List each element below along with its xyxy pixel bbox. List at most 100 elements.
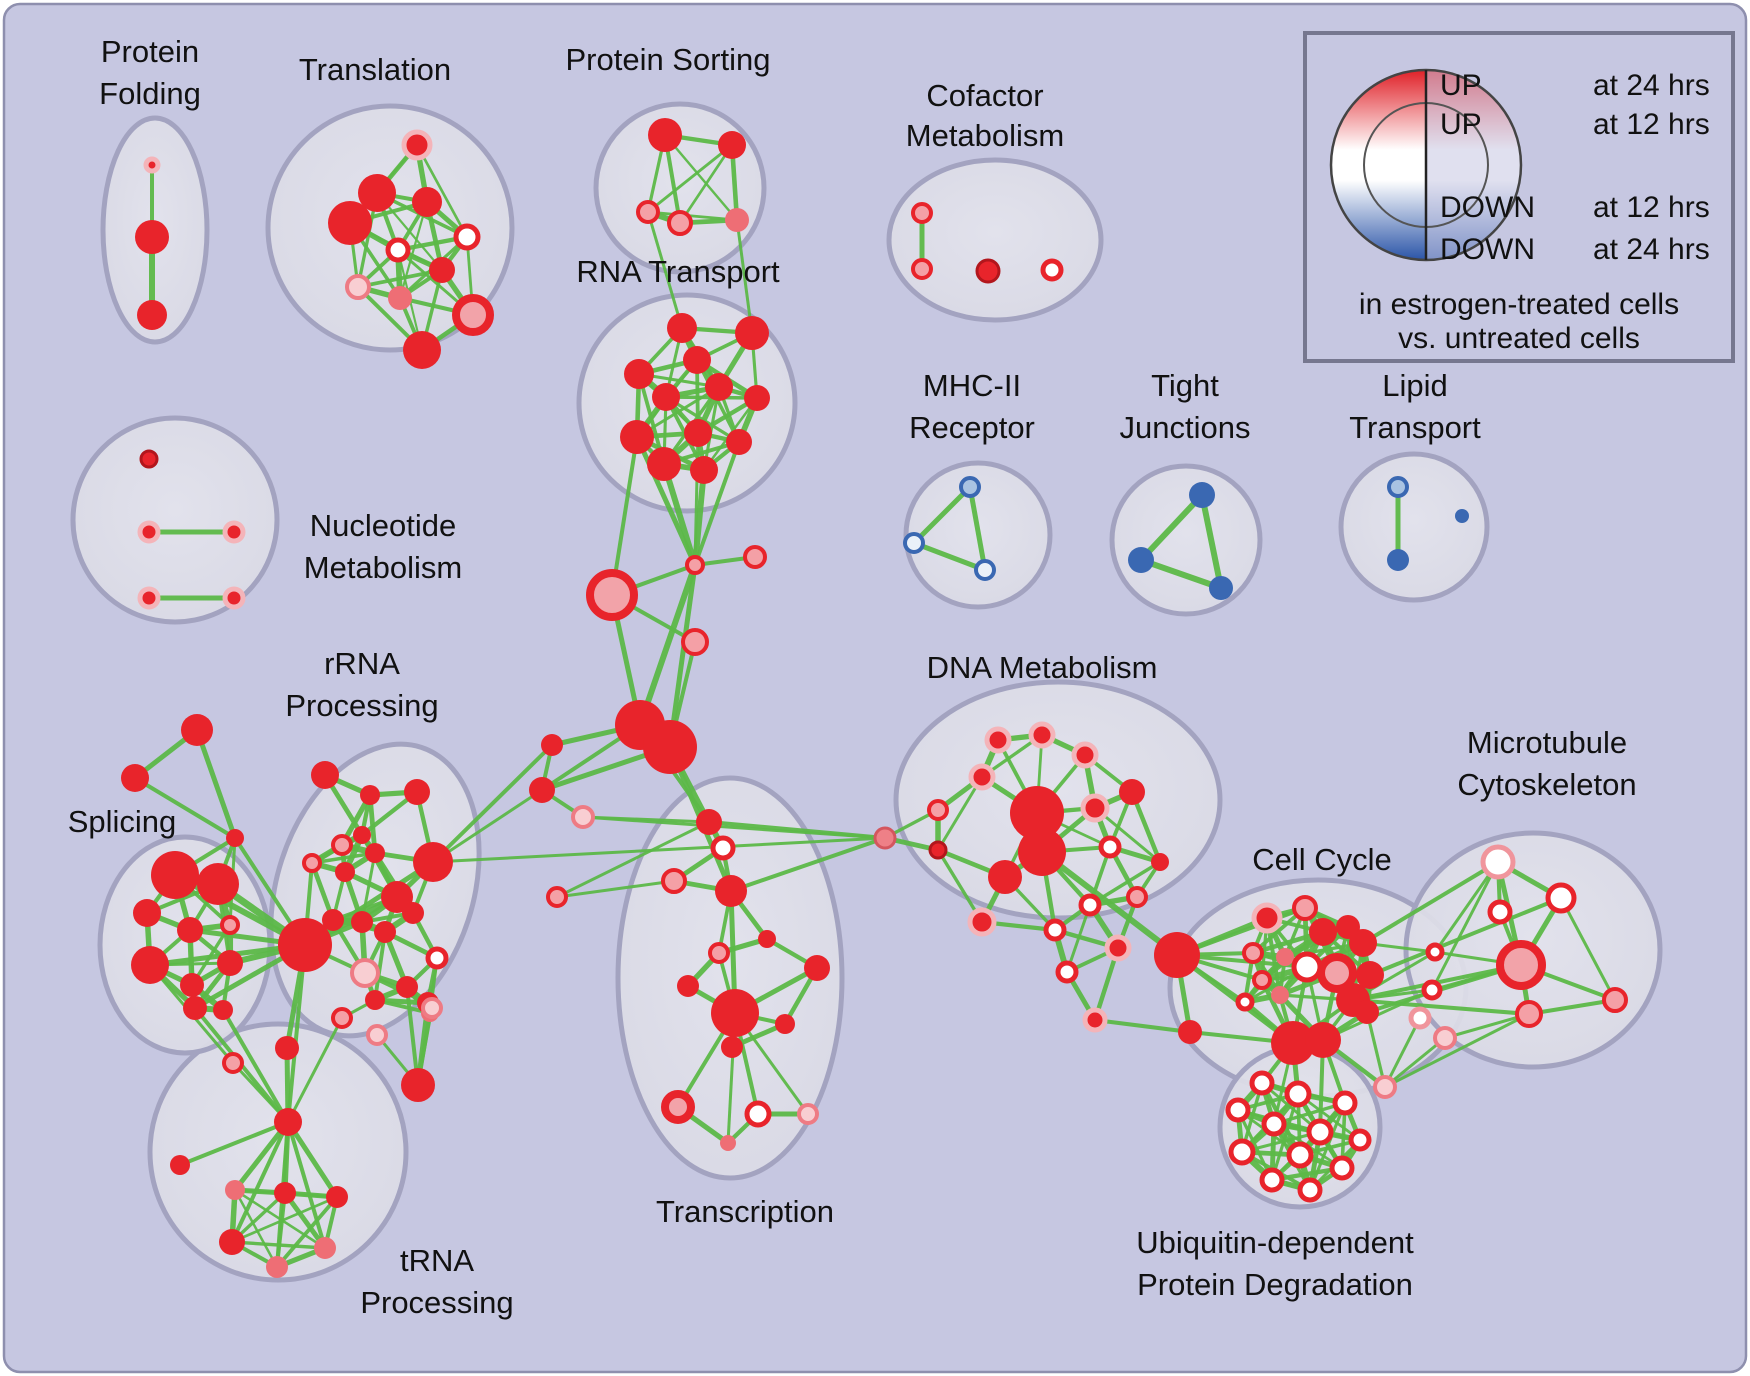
gene-node-red xyxy=(1349,929,1377,957)
gene-node-ringPink xyxy=(681,628,709,656)
interaction-edge xyxy=(231,1195,338,1244)
gene-node-ringPink xyxy=(1242,942,1264,964)
gene-node-blue xyxy=(1189,482,1215,508)
gene-node-halo xyxy=(137,520,161,544)
gene-node-palePinkRing xyxy=(366,1024,388,1046)
gene-node-red xyxy=(1119,779,1145,805)
interaction-edge xyxy=(231,1240,326,1250)
gene-node-red xyxy=(652,383,680,411)
interaction-edge xyxy=(967,486,988,571)
interaction-edge xyxy=(646,211,684,329)
interaction-edge xyxy=(556,879,675,899)
gene-node-ringWhite xyxy=(1425,942,1445,962)
gene-node-blue xyxy=(1209,576,1233,600)
gene-node-red xyxy=(1154,932,1200,978)
gene-node-ringWhite xyxy=(1249,1070,1275,1096)
gene-node-redDarkRing xyxy=(139,449,159,469)
gene-node-red xyxy=(326,1186,348,1208)
interaction-edge xyxy=(1236,1109,1274,1181)
gene-node-ringWhite xyxy=(744,1100,772,1128)
gene-node-pink xyxy=(1276,948,1294,966)
gene-node-red xyxy=(275,1036,299,1060)
legend-direction-label: DOWN xyxy=(1440,191,1535,224)
gene-node-red xyxy=(690,456,718,484)
legend-direction-label: UP xyxy=(1440,108,1482,141)
legend-text: UP at 24 hrs UP at 12 hrs DOWN at 12 hrs DOWN a… xyxy=(1359,69,1710,355)
gene-node-red xyxy=(643,720,697,774)
gene-node-red xyxy=(677,975,699,997)
gene-node-halo xyxy=(967,907,997,937)
gene-node-red xyxy=(711,989,759,1037)
gene-node-ringWhite xyxy=(1261,1111,1287,1137)
gene-node-ringWhite xyxy=(1040,258,1064,282)
gene-node-redPinkCenter xyxy=(586,569,638,621)
legend: UP at 24 hrs UP at 12 hrs DOWN at 12 hrs DOWN a… xyxy=(1303,31,1735,363)
interaction-edge xyxy=(1361,860,1500,945)
cluster-label-microtubule: Microtubule xyxy=(1467,725,1627,760)
gene-node-ringWhite xyxy=(1235,992,1255,1012)
gene-node-red xyxy=(804,955,830,981)
cluster-label-trna: Processing xyxy=(360,1285,513,1320)
interaction-edge xyxy=(133,776,237,840)
interaction-edge xyxy=(936,776,984,851)
interaction-edge xyxy=(179,1120,289,1167)
gene-node-red xyxy=(351,911,373,933)
gene-node-pink xyxy=(720,1135,736,1151)
gene-node-ringWhite xyxy=(1348,1128,1372,1152)
gene-node-red xyxy=(183,996,207,1020)
gene-node-red xyxy=(620,420,654,454)
interaction-edge xyxy=(221,1008,290,1124)
interaction-edge xyxy=(1444,1012,1530,1040)
interaction-edge xyxy=(1383,1017,1422,1088)
gene-node-blueRingWhite xyxy=(903,532,925,554)
interaction-edge xyxy=(556,820,710,899)
interaction-edge xyxy=(233,1120,290,1192)
gene-node-red xyxy=(413,842,453,882)
gene-node-red xyxy=(365,843,385,863)
gene-node-red xyxy=(412,187,442,217)
gene-node-red xyxy=(1309,918,1337,946)
interaction-edge xyxy=(1138,492,1205,563)
interaction-edge xyxy=(373,931,387,1001)
gene-node-red xyxy=(718,131,746,159)
label-layer: Translation Protein Folding Protein Sorting… xyxy=(68,34,1637,1320)
node-layer xyxy=(121,118,1628,1278)
gene-node-red xyxy=(274,1182,296,1204)
interaction-edge xyxy=(582,815,886,840)
gene-node-ringWhite xyxy=(1055,960,1079,984)
gene-node-halo xyxy=(401,129,433,161)
cluster-label-nucleotide: Nucleotide xyxy=(310,508,456,543)
gene-node-ringWhite xyxy=(1228,1138,1256,1166)
gene-node-red xyxy=(696,809,722,835)
gene-node-red xyxy=(705,373,733,401)
interaction-edge xyxy=(431,743,554,864)
gene-node-ringWhite xyxy=(1291,951,1323,983)
gene-node-halo xyxy=(1071,741,1099,769)
gene-node-red xyxy=(197,863,239,905)
gene-node-ringWhite xyxy=(1545,882,1577,914)
gene-node-red xyxy=(721,1036,743,1058)
gene-node-halo xyxy=(137,586,161,610)
gene-node-ringPink xyxy=(743,545,767,569)
gene-node-red xyxy=(541,734,563,756)
interaction-edge xyxy=(398,201,429,299)
cluster-label-lipid-transport: Lipid xyxy=(1382,368,1448,403)
gene-node-ringPink xyxy=(1515,1000,1543,1028)
gene-node-red xyxy=(213,1000,233,1020)
gene-node-ringPink xyxy=(911,202,933,224)
interaction-edge xyxy=(647,143,733,214)
gene-node-red xyxy=(358,174,396,212)
interaction-edge xyxy=(1199,494,1224,589)
legend-direction-label: UP xyxy=(1440,69,1482,102)
gene-node-ringPink xyxy=(331,1007,353,1029)
gene-node-red xyxy=(180,973,204,997)
gene-node-redPinkCenter xyxy=(452,294,494,336)
cluster-label-cofactor: Cofactor xyxy=(926,78,1043,113)
gene-node-red xyxy=(274,1108,302,1136)
gene-node-red xyxy=(1010,786,1064,840)
gene-node-palePinkRing xyxy=(571,805,595,829)
gene-node-pink xyxy=(266,1256,288,1278)
gene-node-ringWhite xyxy=(1098,835,1122,859)
cluster-label-transcription: Transcription xyxy=(656,1194,834,1229)
gene-node-red xyxy=(775,1014,795,1034)
